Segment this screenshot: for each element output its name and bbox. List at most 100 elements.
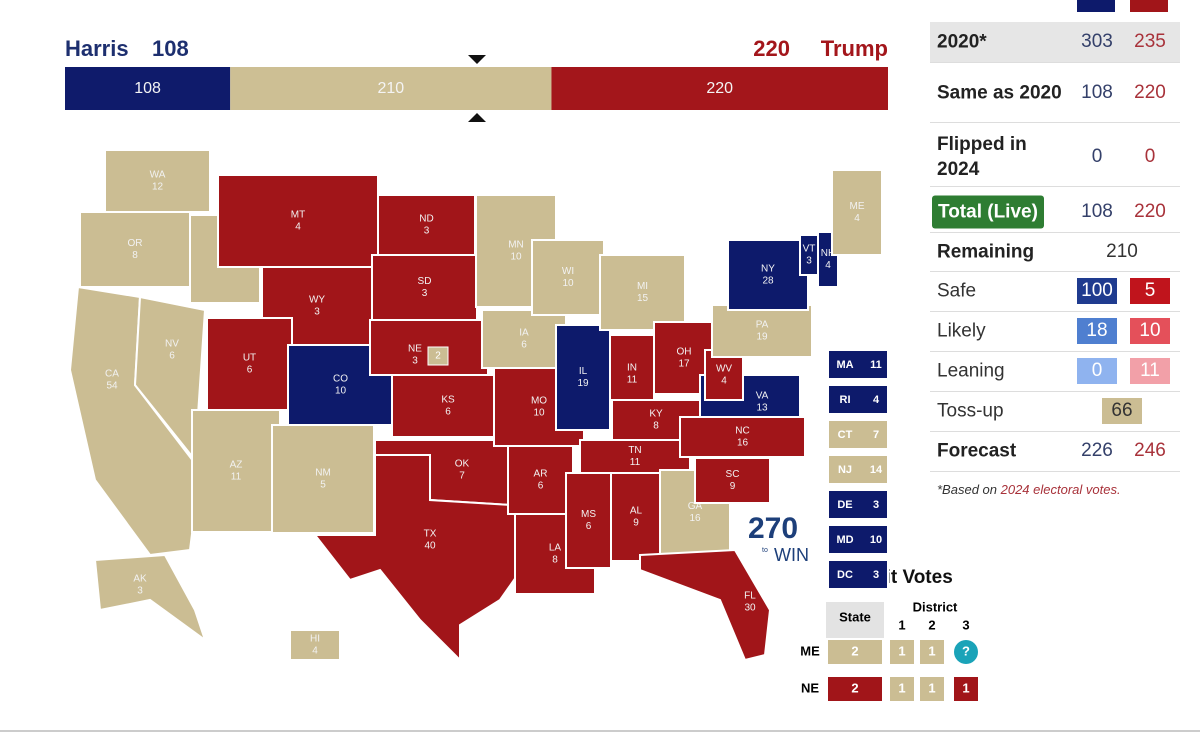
state-votes: 5 [320,480,326,491]
split-cell [828,677,882,701]
state [610,472,662,562]
state-abbr: OH [677,347,692,358]
state-votes: 40 [424,541,436,552]
state-abbr: AZ [230,460,243,471]
trump-value: 10 [1130,318,1170,344]
harris-value: 303 [1081,31,1113,52]
state [565,472,612,569]
remaining-value: 210 [1106,240,1138,262]
state-abbr: NV [165,339,179,350]
district-number: 2 [928,617,935,632]
state-votes: 3 [422,288,428,299]
district-number: 1 [898,617,905,632]
split-cell-value: ? [962,643,970,658]
state-votes: 16 [689,513,701,524]
footnote-highlight: 2024 electoral votes. [1000,482,1121,497]
trump-total: 220 [753,36,790,61]
footnote: *Based on 2024 electoral votes. [937,482,1121,497]
bar-segment-label: 220 [706,80,733,97]
state-votes: 10 [533,408,545,419]
unknown-marker [954,640,978,664]
state-abbr: NE [408,344,422,355]
harris-value: 18 [1077,318,1117,344]
harris-name: Harris [65,36,129,61]
state-abbr: KS [441,395,455,406]
state [289,629,341,661]
small-state [827,419,889,450]
state-votes: 17 [678,359,690,370]
split-cell [920,640,944,664]
trump-value: 5 [1130,278,1170,304]
state [831,169,883,256]
state-votes: 10 [562,278,574,289]
harris-value: 100 [1077,278,1117,304]
state [531,239,605,316]
small-state [827,489,889,520]
state [217,174,379,268]
trump-value: 11 [1130,358,1170,384]
state [271,424,375,534]
state-votes: 3 [137,586,143,597]
state-votes: 6 [247,365,253,376]
panel-row: Forecast 226 246 [930,431,1180,472]
split-cell-value: 1 [898,680,905,695]
harris-total: 108 [152,36,189,61]
state [507,445,574,515]
state-votes: 6 [538,481,544,492]
logo-to: to [762,547,768,554]
state-votes: 13 [756,403,768,414]
state-votes: 6 [445,407,451,418]
state-abbr: MT [291,210,305,221]
state-abbr: UT [243,353,256,364]
small-state-abbr: MD [836,534,853,546]
row-label: Safe [937,280,977,302]
state-votes: 16 [737,438,749,449]
state-votes: 6 [521,340,527,351]
state-votes: 54 [106,381,118,392]
row-label: Toss-up [937,400,1004,422]
state-abbr: AK [133,574,147,585]
row-label: Flipped in 2024 [937,134,1027,180]
state-votes: 3 [412,356,418,367]
harris-value: 108 [1081,201,1113,222]
state-abbr: AL [630,506,643,517]
district-number: 3 [962,617,969,632]
state-abbr: GA [688,501,703,512]
panel-row: 2020* 303 235 [930,22,1180,63]
state-header-bg [826,602,884,638]
state-abbr: KY [649,409,663,420]
state-abbr: NM [315,468,331,479]
split-cell [828,640,882,664]
row-label: 2020* [937,31,987,53]
bar-segment [551,67,888,110]
state-votes: 9 [730,481,736,492]
midpoint-marker [468,55,486,64]
state-abbr: PA [756,320,769,331]
district-votes: 2 [435,351,441,362]
split-cell [890,677,914,701]
panel-row: Flipped in 2024 0 0 [930,128,1180,187]
footnote-prefix: *Based on [937,482,1001,497]
state-abbr: TN [628,445,641,456]
state-abbr: NH [821,248,835,259]
split-cell-value: 2 [851,643,858,658]
state-abbr: VA [756,391,769,402]
split-cell-value: 1 [928,643,935,658]
state-votes: 9 [633,518,639,529]
state-abbr: ND [419,214,433,225]
state [312,454,530,663]
state-votes: 4 [312,646,318,657]
state [599,254,686,331]
state-votes: 8 [552,555,558,566]
state-abbr: OR [128,238,143,249]
state-votes: 30 [744,603,756,614]
state-abbr: IL [579,366,588,377]
logo-number: 270 [748,512,798,545]
state-votes: 3 [806,256,812,267]
split-cell-value: 2 [851,680,858,695]
panel-row: Safe 100 5 [930,271,1180,312]
small-state-abbr: MA [836,359,853,371]
trump-swatch [1130,0,1168,12]
state-votes: 19 [756,332,768,343]
bar-segment [230,67,552,110]
